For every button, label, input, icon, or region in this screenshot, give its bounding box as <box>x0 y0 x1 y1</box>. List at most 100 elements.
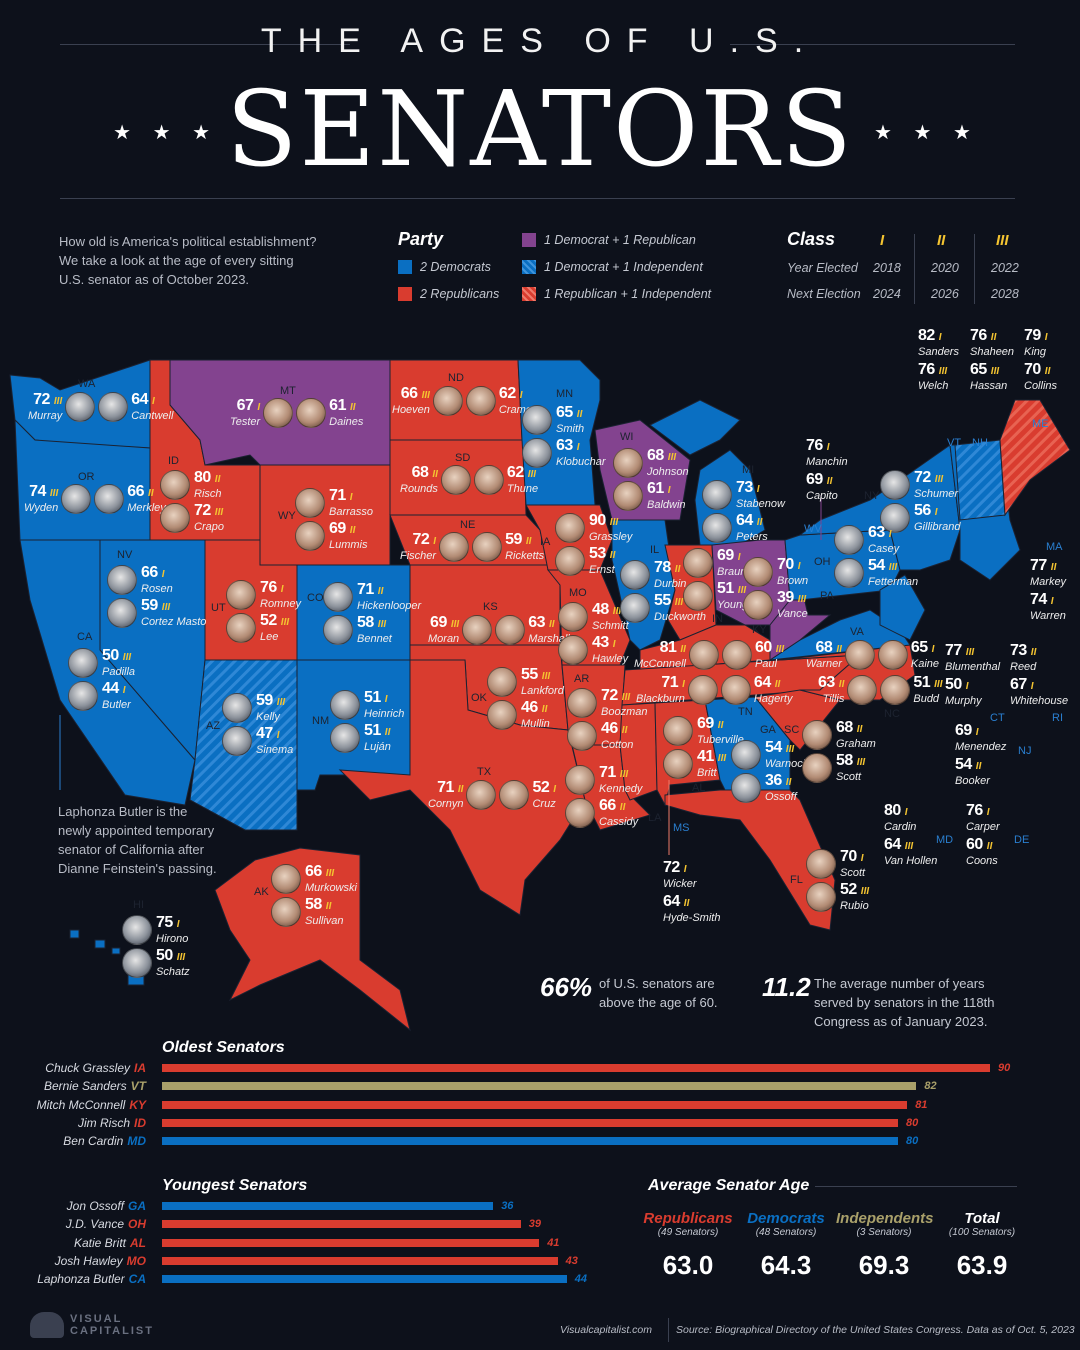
senator-age-line: 81 II <box>634 640 686 658</box>
youngest-title: Youngest Senators <box>162 1177 308 1194</box>
senator-portrait <box>222 725 252 756</box>
senator-name: Shaheen <box>970 346 1015 358</box>
senator-entry: 59 III Kelly <box>256 692 285 723</box>
senator-age-line: 82 I <box>918 328 959 346</box>
senator-name: Hagerty <box>753 693 793 705</box>
senator-portrait <box>743 589 773 620</box>
senator-row: 59 III Kelly <box>222 691 293 724</box>
senator-row: 50 III Padilla <box>68 646 135 679</box>
state-hi-island <box>111 947 121 955</box>
average-group-count: (100 Senators) <box>948 1227 1016 1238</box>
site-link[interactable]: Visualcapitalist.com <box>560 1324 653 1336</box>
senator-portrait <box>731 772 761 803</box>
age-bar <box>162 1118 898 1127</box>
senator-row: 41 III Britt <box>663 747 744 780</box>
senator-age: 53 <box>589 544 606 562</box>
senator-portrait <box>877 640 908 670</box>
senator-age: 63 <box>818 674 835 691</box>
senator-entry: 82 I Sanders <box>918 328 959 359</box>
average-group-total: Total (100 Senators) 63.9 <box>934 1210 1030 1281</box>
senator-portrait <box>613 447 643 478</box>
state-senators-ak: 66 III Murkowski 58 II Sullivan <box>271 862 357 928</box>
state-abbr-va: VA <box>850 626 864 638</box>
senator-class: I <box>860 852 864 864</box>
senator-age-line: 52 III <box>260 612 289 631</box>
senator-row: 55 III Duckworth <box>620 591 706 624</box>
state-abbr-mo: MO <box>569 587 587 599</box>
senator-class: III <box>527 469 537 480</box>
senator-row: 52 III Lee <box>226 611 301 644</box>
senator-age-line: 71 I <box>329 487 373 506</box>
senator-portrait <box>847 675 878 705</box>
bar-state: IA <box>134 1061 146 1075</box>
senator-portrait <box>472 532 503 562</box>
senator-class: I <box>1030 681 1034 692</box>
senator-age: 68 <box>411 464 429 481</box>
senator-age-line: 74 III <box>24 484 58 502</box>
senator-entry: 72 I Fischer <box>400 532 436 563</box>
stat-years-value: 11.2 <box>762 972 811 1002</box>
senator-entry: 69 III Moran <box>428 615 459 646</box>
senator-portrait <box>295 520 325 551</box>
senator-age-line: 76 I <box>806 438 848 456</box>
senator-class: III <box>667 451 677 463</box>
senator-name: Murphy <box>945 695 982 707</box>
state-senators-wy: 71 I Barrasso 69 II Lummis <box>295 486 373 552</box>
senator-age: 71 <box>661 674 679 691</box>
senator-age-line: 79 I <box>1024 328 1057 346</box>
senator-entry: 73 II Reed <box>1010 643 1068 674</box>
senator-entry: 71 II Cornyn <box>428 779 463 811</box>
senator-name: Fetterman <box>868 575 919 588</box>
senator-class: III <box>377 618 387 630</box>
senator-row: 72 III Schumer <box>880 468 960 501</box>
senator-age: 71 <box>437 779 454 796</box>
senator-portrait <box>565 764 595 795</box>
senator-class: II <box>148 488 154 499</box>
senator-age-line: 77 III <box>945 643 1000 661</box>
age-bar <box>162 1238 540 1247</box>
senator-age-line: 80 I <box>884 803 937 821</box>
senator-name: Grassley <box>589 530 633 543</box>
senator-entry: 68 III Johnson <box>647 447 689 478</box>
senator-age-line: 52 III <box>840 881 869 900</box>
senator-class: I <box>965 681 969 692</box>
senator-age-line: 63 II <box>528 615 570 633</box>
senator-class: III <box>621 691 631 703</box>
senator-class: II <box>826 476 833 487</box>
state-abbr-ak: AK <box>254 886 269 898</box>
senator-name: Sinema <box>256 743 294 756</box>
state-senators-nv: 66 I Rosen 59 III Cortez Masto <box>107 563 206 629</box>
senator-portrait <box>432 386 463 416</box>
senator-name: Wyden <box>24 502 59 514</box>
senator-name: Carper <box>966 821 1000 833</box>
senator-age-line: 54 III <box>868 557 918 576</box>
senator-portrait <box>462 615 493 645</box>
senator-entry: 71 I Barrasso <box>329 487 373 518</box>
senator-age-line: 65 II <box>556 404 584 423</box>
senator-age: 72 <box>33 391 50 408</box>
star-icons-left: ★ ★ ★ <box>113 122 218 144</box>
senator-age: 55 <box>521 665 538 683</box>
senator-entry: 69 II Tuberville <box>697 715 744 746</box>
senator-age-line: 72 I <box>400 532 436 550</box>
senator-class: II <box>990 332 997 343</box>
state-senators-wa: 72 III Murray 64 I Cantwell <box>28 392 173 422</box>
state-mn <box>517 359 601 506</box>
senator-row: 55 III Lankford <box>487 665 564 698</box>
senator-entry: 46 II Cotton <box>601 720 633 751</box>
senator-name: Schmitt <box>592 619 629 632</box>
senator-class: III <box>775 644 785 655</box>
state-abbr-md: MD <box>936 834 954 846</box>
senator-class: II <box>548 619 555 630</box>
senator-portrait <box>880 502 910 533</box>
senator-age-line: 70 I <box>777 556 808 575</box>
senator-row: 71 III Kennedy <box>565 763 642 796</box>
senator-class: III <box>904 841 914 852</box>
senator-age-line: 51 III <box>913 675 942 693</box>
senator-entry: 50 I Murphy <box>945 677 1000 708</box>
senator-entry: 51 III Young <box>717 580 748 611</box>
senator-name: Murkowski <box>305 881 357 894</box>
senator-entry: 59 III Cortez Masto <box>141 597 206 628</box>
state-senators-hi: 75 I Hirono 50 III Schatz <box>122 913 190 979</box>
bar-senator-name: Ben Cardin MD <box>63 1134 146 1149</box>
